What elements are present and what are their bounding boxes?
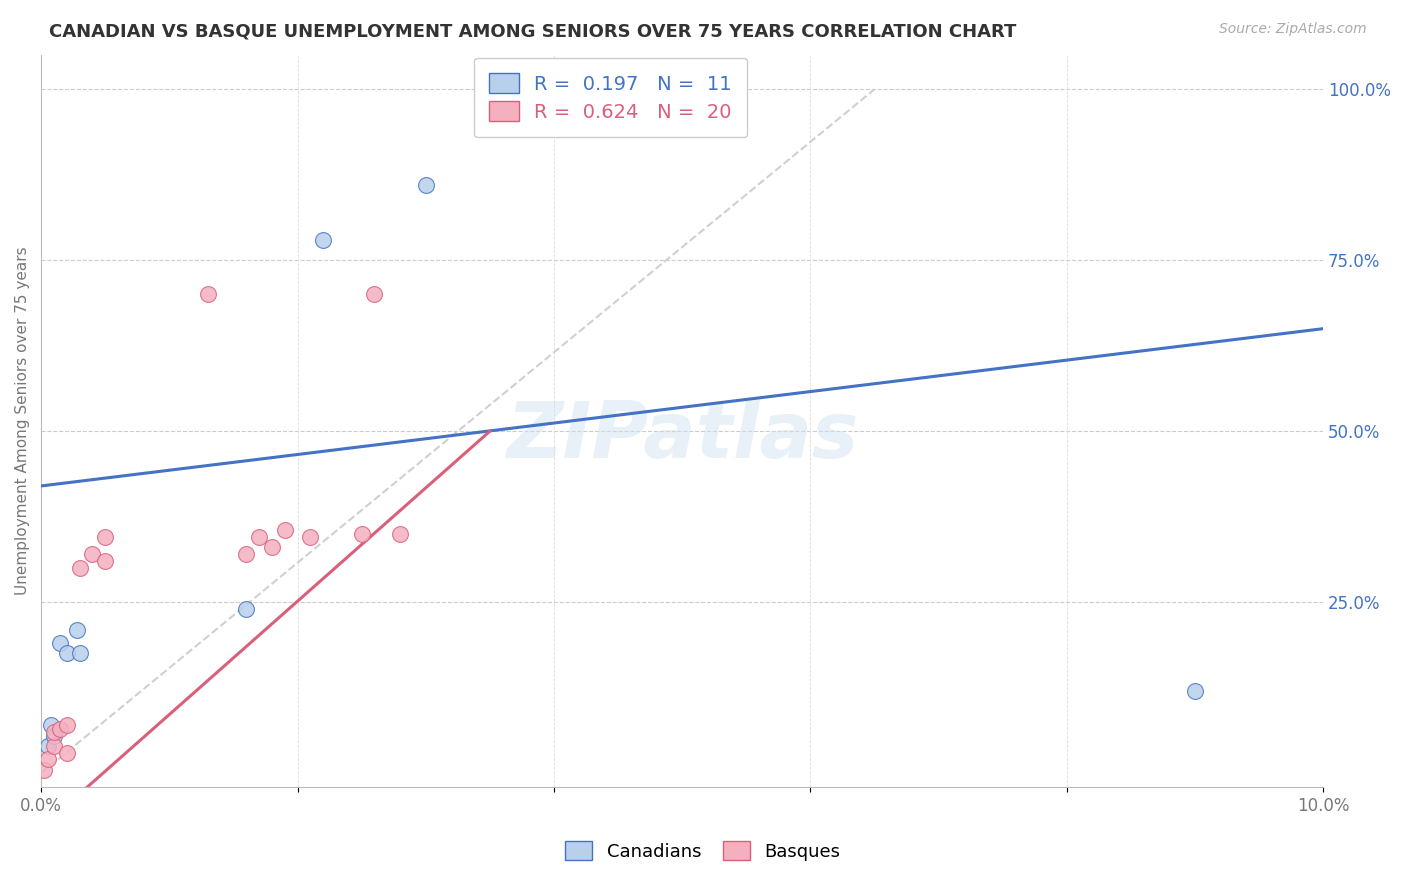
Point — [69, 561, 91, 575]
Point — [235, 547, 257, 561]
Point — [69, 647, 91, 661]
Legend: Canadians, Basques: Canadians, Basques — [557, 832, 849, 870]
Point — [37, 739, 59, 753]
Point — [273, 524, 295, 538]
Point — [235, 602, 257, 616]
Y-axis label: Unemployment Among Seniors over 75 years: Unemployment Among Seniors over 75 years — [15, 247, 30, 595]
Point — [49, 636, 72, 650]
Legend: R =  0.197   N =  11, R =  0.624   N =  20: R = 0.197 N = 11, R = 0.624 N = 20 — [474, 58, 748, 137]
Point — [42, 729, 65, 743]
Point — [55, 718, 77, 732]
Point — [363, 287, 385, 301]
Point — [350, 526, 373, 541]
Point — [42, 739, 65, 753]
Text: CANADIAN VS BASQUE UNEMPLOYMENT AMONG SENIORS OVER 75 YEARS CORRELATION CHART: CANADIAN VS BASQUE UNEMPLOYMENT AMONG SE… — [49, 22, 1017, 40]
Point — [415, 178, 437, 192]
Point — [260, 541, 283, 555]
Point — [55, 647, 77, 661]
Point — [312, 233, 335, 247]
Point — [197, 287, 219, 301]
Point — [41, 718, 63, 732]
Point — [32, 763, 55, 777]
Point — [1184, 684, 1206, 698]
Text: Source: ZipAtlas.com: Source: ZipAtlas.com — [1219, 22, 1367, 37]
Point — [389, 526, 412, 541]
Point — [299, 530, 322, 544]
Point — [49, 722, 72, 736]
Point — [94, 530, 117, 544]
Point — [66, 623, 89, 637]
Point — [55, 746, 77, 760]
Point — [42, 725, 65, 739]
Point — [94, 554, 117, 568]
Point — [82, 547, 104, 561]
Text: ZIPatlas: ZIPatlas — [506, 398, 858, 474]
Point — [37, 752, 59, 766]
Point — [247, 530, 270, 544]
